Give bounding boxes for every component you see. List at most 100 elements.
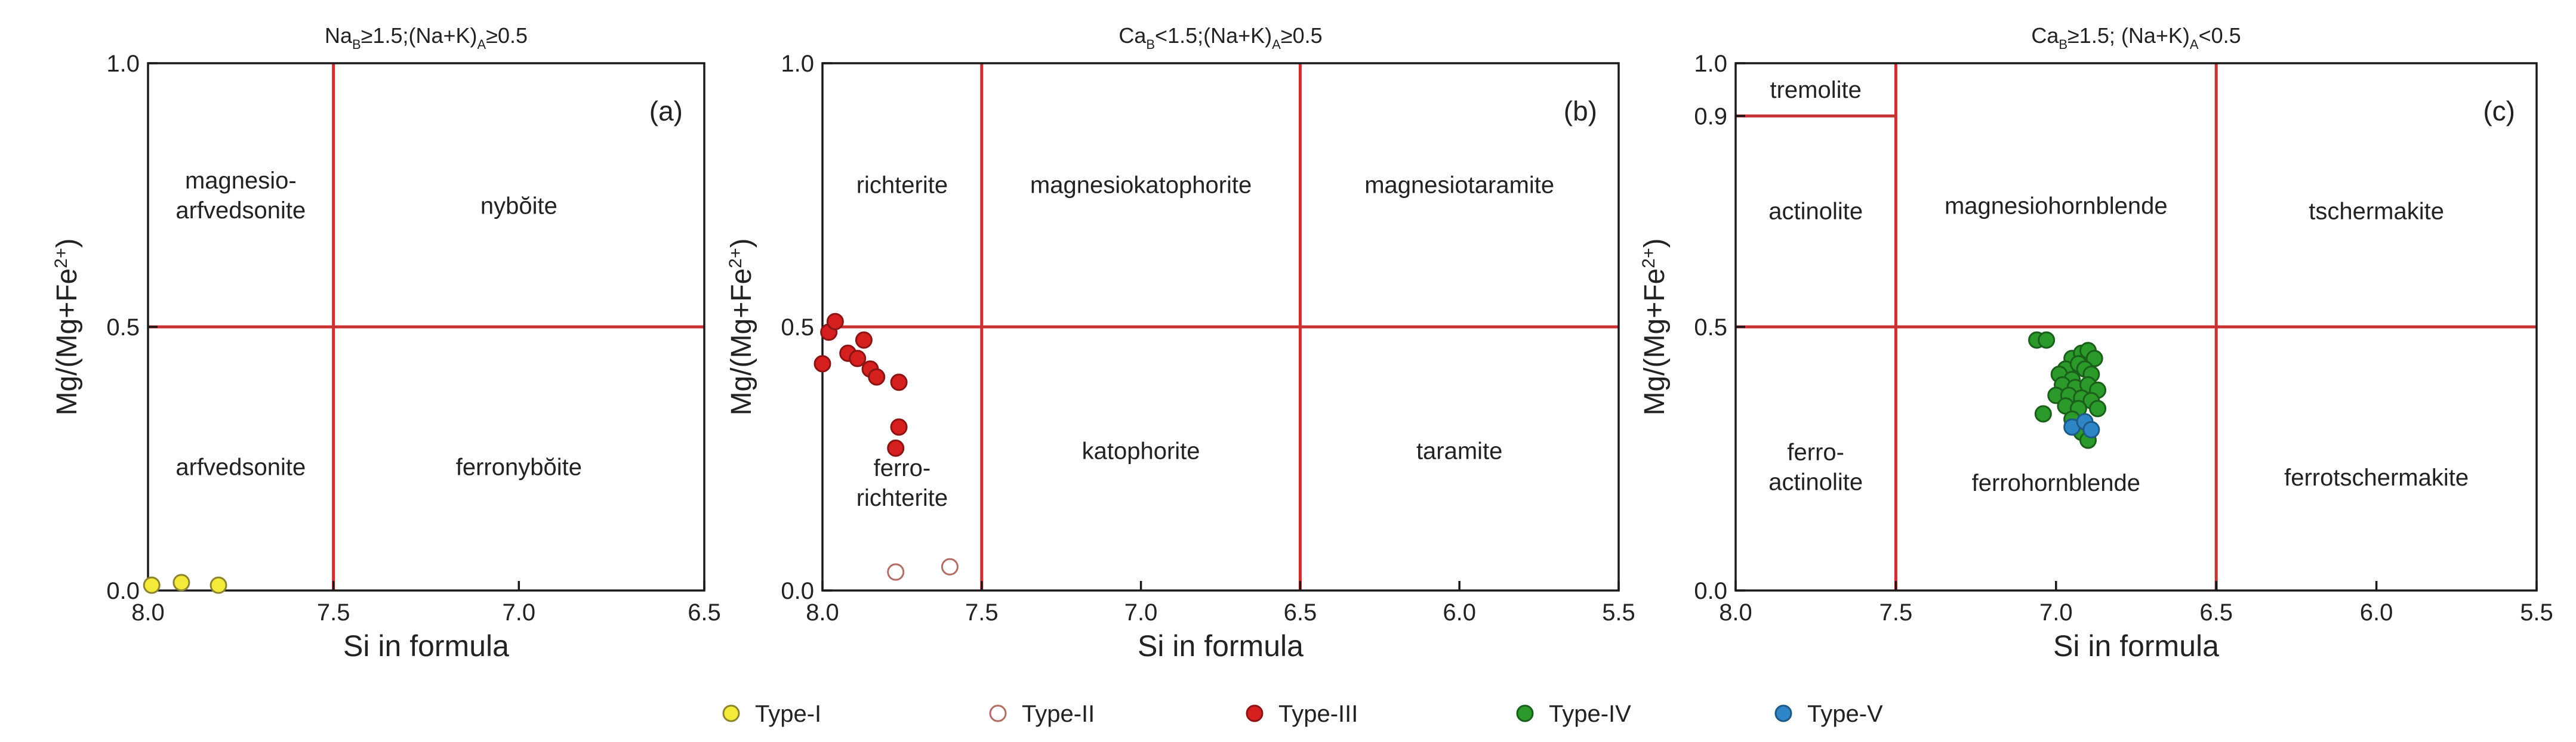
data-point-type-ii	[941, 558, 959, 576]
y-label-end: )	[726, 239, 757, 248]
title-part: <1.5;(Na+K)	[1155, 23, 1272, 48]
y-tick-label: 0.5	[781, 314, 814, 341]
legend-marker	[1774, 704, 1792, 722]
data-point-type-i	[172, 574, 190, 592]
x-tick-label: 7.0	[503, 599, 536, 626]
data-point-type-iv	[2034, 405, 2052, 423]
data-point-type-iii	[890, 418, 908, 436]
panel-1: 8.0 7.5 7.0 6.5 0.0 0.5 1.0 Si in formula Mg/(Mg…	[51, 23, 721, 663]
data-point-type-iii	[826, 313, 844, 330]
title-part: B	[1146, 37, 1155, 52]
title-part: B	[352, 37, 361, 52]
data-point-type-iii	[890, 373, 908, 391]
data-point-type-i	[209, 576, 227, 594]
title-part: Na	[325, 23, 353, 48]
y-tick-label: 1.0	[1694, 51, 1727, 77]
y-axis-label: Mg/(Mg+Fe2+)	[51, 239, 83, 416]
x-tick-label: 5.5	[2520, 599, 2553, 626]
x-tick-label: 6.0	[2360, 599, 2393, 626]
y-tick-label: 0.0	[781, 578, 814, 604]
y-tick-label: 0.0	[106, 578, 140, 604]
region-label: taramite	[1416, 438, 1503, 465]
region-label: actinolite	[1768, 469, 1863, 495]
legend-label: Type-I	[755, 701, 821, 727]
legend-item-type-iii: Type-III	[1246, 701, 1358, 727]
region-label: magnesiotaramite	[1364, 172, 1554, 198]
panel-title: CaB≥1.5; (Na+K)A<0.5	[2031, 23, 2241, 52]
title-part: B	[2059, 37, 2067, 52]
region-label: tschermakite	[2309, 199, 2444, 225]
y-label-superscript: 2+	[51, 248, 71, 268]
title-part: ≥1.5;(Na+K)	[361, 23, 477, 48]
x-tick-label: 8.0	[806, 599, 839, 626]
y-label-superscript: 2+	[1639, 248, 1659, 268]
x-tick-label: 5.5	[1602, 599, 1635, 626]
y-tick-label: 0.9	[1694, 103, 1727, 129]
y-tick-label: 1.0	[106, 51, 140, 77]
region-label: ferro-	[1787, 439, 1844, 465]
x-tick-label: 7.5	[317, 599, 350, 626]
region-label: tremolite	[1770, 77, 1862, 103]
legend-marker	[1516, 704, 1534, 722]
x-tick-label: 7.0	[2039, 599, 2073, 626]
region-label: arfvedsonite	[175, 454, 306, 480]
chart-panels: 8.0 7.5 7.0 6.5 0.0 0.5 1.0 Si in formula Mg/(Mg…	[51, 23, 2553, 663]
legend-marker	[722, 704, 740, 722]
data-point-type-i	[143, 576, 161, 594]
region-label: ferronybŏite	[456, 454, 582, 480]
y-axis-label: Mg/(Mg+Fe2+)	[1639, 239, 1671, 416]
data-point-type-iii	[887, 439, 905, 457]
y-label-main: Mg/(Mg+Fe	[1639, 268, 1671, 416]
region-label: arfvedsonite	[175, 197, 306, 224]
legend-marker	[989, 704, 1007, 722]
x-tick-label: 6.5	[2199, 599, 2233, 626]
y-label-end: )	[1639, 239, 1671, 248]
legend-label: Type-V	[1807, 701, 1883, 727]
region-label: actinolite	[1768, 199, 1863, 225]
legend-item-type-iv: Type-IV	[1516, 701, 1631, 727]
y-tick-label: 0.5	[1694, 314, 1727, 341]
panel-label: (b)	[1564, 95, 1597, 126]
title-part: A	[2190, 37, 2199, 52]
x-tick-label: 8.0	[1719, 599, 1752, 626]
region-label: magnesiohornblende	[1945, 193, 2168, 219]
region-label: katophorite	[1082, 438, 1200, 465]
y-tick-label: 1.0	[781, 51, 814, 77]
legend-label: Type-II	[1022, 701, 1095, 727]
region-label: nybŏite	[480, 193, 557, 219]
legend: Type-I Type-II Type-III Type-IV Type-V	[722, 701, 1883, 727]
title-part: A	[1272, 37, 1281, 52]
y-label-superscript: 2+	[726, 248, 745, 268]
region-label: ferrotschermakite	[2284, 465, 2469, 491]
region-label: richterite	[856, 172, 948, 198]
x-axis-label: Si in formula	[343, 629, 509, 663]
x-tick-label: 6.5	[688, 599, 721, 626]
y-axis-label: Mg/(Mg+Fe2+)	[726, 239, 757, 416]
region-label: magnesiokatophorite	[1030, 172, 1252, 198]
legend-item-type-ii: Type-II	[989, 701, 1095, 727]
x-tick-label: 8.0	[131, 599, 165, 626]
title-part: Ca	[2031, 23, 2059, 48]
y-label-main: Mg/(Mg+Fe	[726, 268, 757, 416]
title-part: Ca	[1118, 23, 1147, 48]
y-tick-label: 0.5	[106, 314, 140, 341]
data-point-type-iii	[814, 355, 831, 373]
title-part: ≥1.5; (Na+K)	[2067, 23, 2190, 48]
data-point-type-ii	[887, 563, 905, 581]
x-tick-label: 7.0	[1124, 599, 1158, 626]
region-label: magnesio-	[185, 168, 297, 194]
region-label: ferro-	[874, 455, 931, 481]
legend-marker	[1246, 704, 1264, 722]
panel-2: 8.0 7.5 7.0 6.5 6.0 5.5 0.0 0.5 1.0 Si in formula…	[726, 23, 1635, 663]
panel-title: NaB≥1.5;(Na+K)A≥0.5	[325, 23, 528, 52]
title-part: ≥0.5	[1281, 23, 1323, 48]
y-label-end: )	[51, 239, 83, 248]
title-part: <0.5	[2199, 23, 2241, 48]
data-point-type-iii	[849, 350, 867, 367]
x-tick-label: 7.5	[1879, 599, 1913, 626]
data-point-type-iii	[855, 331, 873, 349]
data-point-type-iv	[2038, 331, 2056, 349]
data-point-type-iv	[2085, 350, 2103, 367]
data-point-type-iii	[868, 368, 886, 386]
